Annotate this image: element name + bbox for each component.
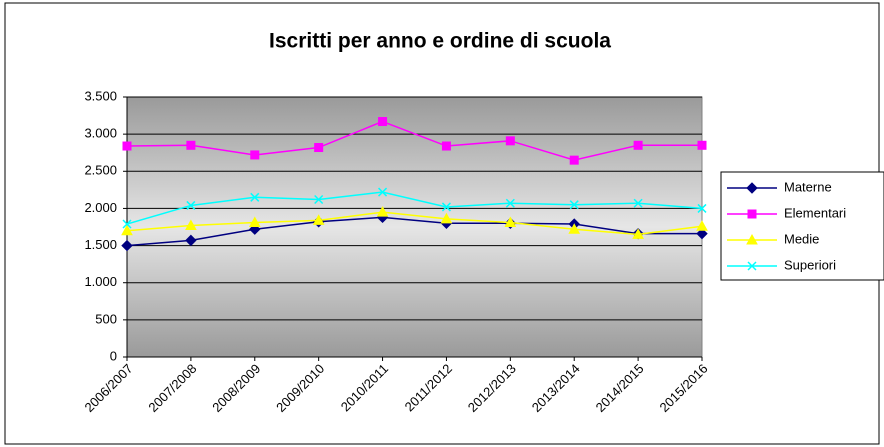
marker (378, 187, 388, 197)
marker (250, 150, 260, 160)
marker (441, 202, 451, 212)
marker (248, 216, 261, 228)
y-tick-label: 500 (95, 311, 117, 326)
marker (504, 216, 517, 228)
marker (747, 261, 757, 271)
marker (122, 141, 132, 151)
marker (505, 198, 515, 208)
marker (696, 227, 708, 240)
marker (746, 233, 758, 245)
marker (122, 219, 132, 229)
series-line (126, 211, 703, 236)
y-tick-label: 3.500 (84, 88, 117, 103)
marker (746, 182, 758, 194)
marker (378, 117, 388, 127)
y-tick-label: 0 (110, 348, 117, 363)
legend-label: Medie (784, 231, 819, 246)
y-tick-label: 2.000 (84, 200, 117, 215)
series-line (126, 216, 702, 247)
y-tick-label: 1.000 (84, 274, 117, 289)
marker (505, 136, 515, 146)
marker (747, 209, 757, 219)
marker (121, 239, 133, 252)
chart-title: Iscritti per anno e ordine di scuola (269, 30, 611, 53)
marker (185, 234, 197, 247)
marker (697, 203, 707, 213)
marker (633, 140, 643, 150)
marker (186, 200, 196, 210)
marker (376, 206, 389, 217)
marker (633, 198, 643, 208)
marker (314, 143, 324, 153)
marker (312, 214, 325, 225)
y-tick-label: 1.500 (84, 237, 117, 252)
marker (569, 155, 579, 165)
series-line (126, 120, 702, 161)
y-tick-label: 3.000 (84, 126, 117, 141)
marker (440, 212, 453, 224)
marker (121, 224, 133, 236)
legend-label: Superiori (784, 257, 836, 272)
marker (185, 219, 197, 231)
series-line (126, 191, 703, 225)
marker (569, 200, 579, 210)
marker (568, 223, 581, 234)
marker (696, 220, 708, 231)
marker (632, 228, 644, 239)
legend-label: Materne (784, 179, 832, 194)
marker (314, 194, 324, 205)
legend-label: Elementari (784, 205, 846, 220)
plot-area (126, 96, 703, 358)
marker (697, 140, 707, 150)
marker (441, 141, 451, 151)
marker (186, 140, 196, 150)
y-tick-label: 2.500 (84, 163, 117, 178)
marker (250, 192, 260, 202)
